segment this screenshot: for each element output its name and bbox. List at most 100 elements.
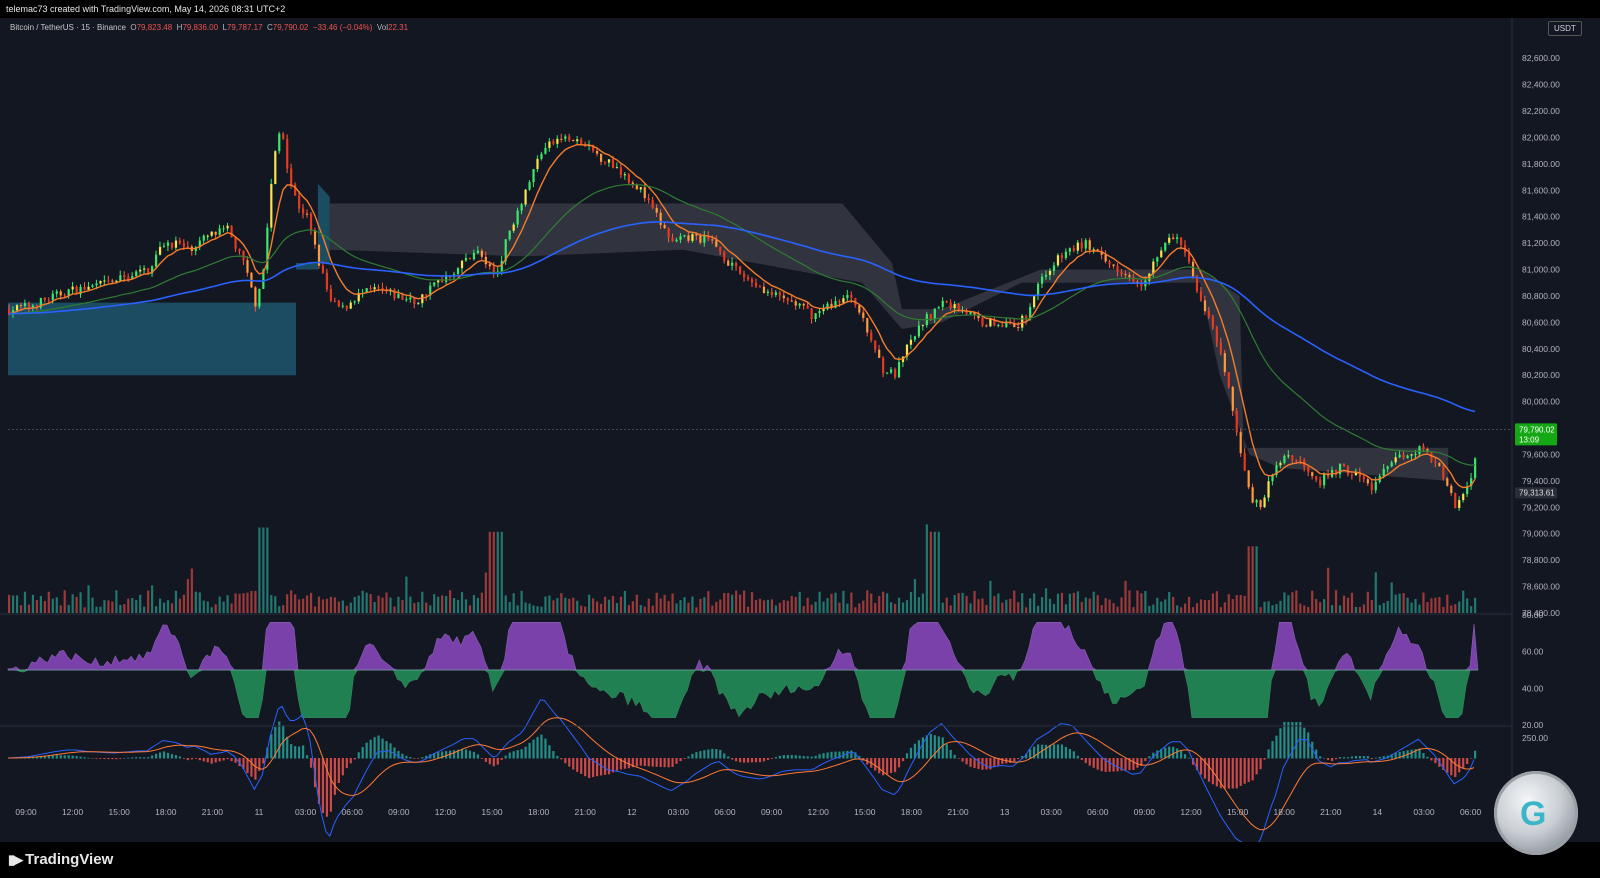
macd-histogram-bar xyxy=(1311,741,1314,759)
candle-body xyxy=(985,325,988,327)
volume-bar xyxy=(1378,605,1381,613)
volume-bar xyxy=(1060,592,1064,613)
volume-bar xyxy=(846,603,849,613)
volume-bar xyxy=(206,601,209,613)
volume-bar xyxy=(1346,597,1350,613)
macd-histogram-bar xyxy=(270,734,273,759)
macd-histogram-bar xyxy=(1319,756,1322,759)
candle-body xyxy=(1199,291,1203,301)
chart-area[interactable] xyxy=(0,18,1600,842)
volume-bar xyxy=(1128,590,1131,613)
candle-body xyxy=(989,319,992,327)
candle-body xyxy=(294,184,297,196)
macd-histogram-bar xyxy=(1243,758,1246,784)
macd-histogram-bar xyxy=(1195,758,1199,771)
macd-histogram-bar xyxy=(190,758,193,760)
volume-bar xyxy=(1052,603,1056,613)
macd-histogram-bar xyxy=(1152,752,1155,759)
candle-body xyxy=(890,369,893,373)
volume-bar xyxy=(437,596,440,613)
volume-bar xyxy=(746,606,750,613)
symbol-label[interactable]: Bitcoin / TetherUS · 15 · Binance xyxy=(10,23,126,32)
macd-histogram-bar xyxy=(186,758,189,761)
macd-histogram-bar xyxy=(1088,758,1091,766)
volume-bar xyxy=(95,606,98,613)
candle-body xyxy=(512,224,515,231)
candle-body xyxy=(862,312,865,319)
volume-bar xyxy=(790,595,793,613)
volume-bar xyxy=(882,591,885,613)
chart-canvas[interactable]: 82,600.00 82,400.00 82,200.00 82,000.00 81,8… xyxy=(0,0,1600,842)
candle-body xyxy=(282,133,285,139)
time-axis-tick: 06:00 xyxy=(1460,807,1482,817)
volume-bar xyxy=(1148,605,1151,613)
candle-body xyxy=(1358,471,1362,477)
candle-body xyxy=(893,369,897,378)
candle-body xyxy=(242,250,245,261)
currency-selector[interactable]: USDT xyxy=(1548,21,1582,36)
macd-histogram-bar xyxy=(1466,758,1469,765)
candle-body xyxy=(377,287,380,289)
volume-bar xyxy=(409,596,412,613)
candle-body xyxy=(202,235,205,241)
candle-body xyxy=(286,138,289,169)
candle-body xyxy=(592,145,595,151)
volume-bar xyxy=(71,594,74,613)
macd-histogram-bar xyxy=(1168,746,1171,759)
volume-bar xyxy=(23,591,27,613)
volume-bar xyxy=(564,597,567,613)
volume-bar xyxy=(770,599,774,613)
low-label: L xyxy=(222,23,227,32)
candle-body xyxy=(564,136,567,139)
volume-bar xyxy=(524,602,527,613)
candle-body xyxy=(1068,248,1071,252)
volume-bar xyxy=(417,602,420,613)
macd-histogram-bar xyxy=(234,758,237,763)
volume-bar xyxy=(921,593,924,613)
macd-histogram-bar xyxy=(965,758,968,765)
rsi-axis-tick: 40.00 xyxy=(1522,683,1544,693)
tradingview-icon: ▮▶ xyxy=(8,852,23,867)
macd-histogram-bar xyxy=(743,758,746,763)
volume-bar xyxy=(496,531,499,613)
macd-histogram-bar xyxy=(1446,758,1449,773)
volume-bar xyxy=(151,585,154,613)
candle-body xyxy=(627,174,630,183)
macd-histogram-bar xyxy=(997,758,1000,766)
candle-body xyxy=(75,286,78,295)
macd-histogram-bar xyxy=(1223,758,1226,789)
volume-bar xyxy=(226,595,229,613)
macd-histogram-bar xyxy=(317,758,321,804)
volume-bar xyxy=(635,594,638,613)
volume-bar xyxy=(1152,604,1155,613)
price-axis-tick: 78,400.00 xyxy=(1522,608,1560,618)
open-label: O xyxy=(130,23,137,32)
candle-body xyxy=(858,305,861,313)
macd-histogram-bar xyxy=(194,758,197,759)
macd-histogram-bar xyxy=(441,751,444,759)
candle-body xyxy=(524,189,527,205)
tradingview-logo[interactable]: ▮▶ TradingView xyxy=(8,851,113,868)
volume-bar xyxy=(484,572,487,613)
volume-bar xyxy=(170,603,174,613)
macd-histogram-bar xyxy=(274,727,277,759)
candle-body xyxy=(1239,432,1242,454)
time-axis-tick: 15:00 xyxy=(481,807,503,817)
macd-histogram-bar xyxy=(1052,744,1056,759)
candle-body xyxy=(762,286,766,293)
candle-body xyxy=(965,310,968,314)
volume-bar xyxy=(1104,598,1107,613)
macd-histogram-bar xyxy=(524,746,527,759)
candle-body xyxy=(794,301,797,306)
volume-bar xyxy=(866,590,869,613)
macd-histogram-bar xyxy=(1402,751,1405,759)
macd-histogram-bar xyxy=(1358,756,1362,759)
macd-histogram-bar xyxy=(433,752,436,759)
macd-signal-line xyxy=(8,717,1475,831)
candle-body xyxy=(746,277,750,280)
volume-bar xyxy=(174,590,178,613)
candle-body xyxy=(1414,453,1417,455)
macd-histogram-bar xyxy=(838,751,841,759)
candle-body xyxy=(1406,455,1409,459)
candle-body xyxy=(1037,283,1040,296)
